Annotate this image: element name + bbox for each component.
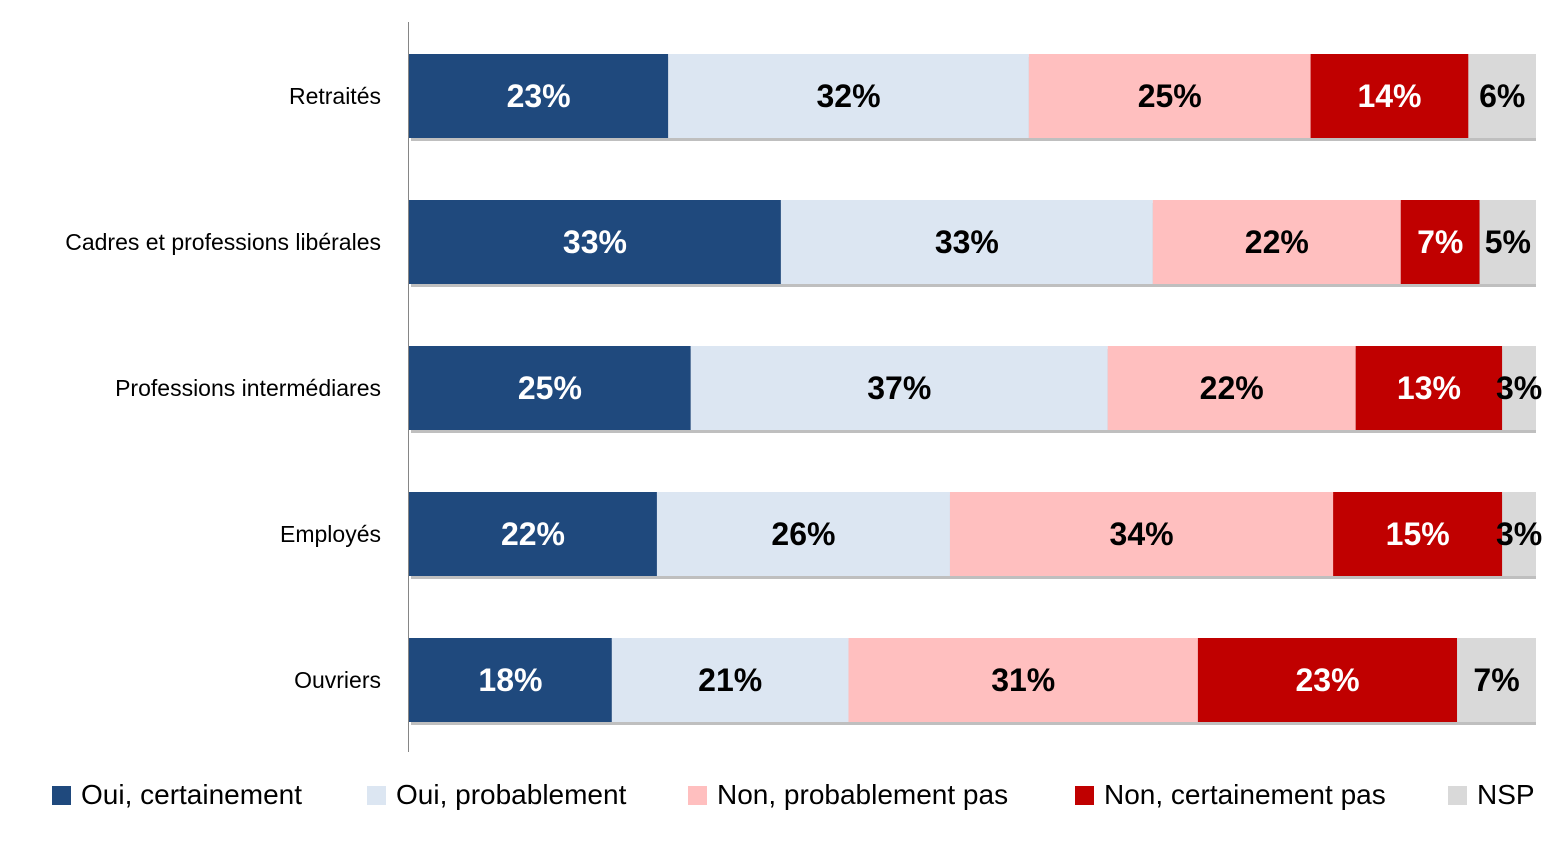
bar-segment bbox=[1028, 54, 1311, 138]
bar-segment bbox=[409, 200, 781, 284]
data-label: 18% bbox=[478, 662, 542, 698]
bar-segment bbox=[409, 346, 691, 430]
data-label: 15% bbox=[1386, 516, 1450, 552]
legend-item: NSP bbox=[1448, 770, 1535, 820]
data-label: 32% bbox=[817, 78, 881, 114]
bar-segment bbox=[1479, 200, 1536, 284]
data-label: 7% bbox=[1473, 662, 1519, 698]
bars-group: 23% 32% 25% 14% 6% 33% 33% 22% 7% 5% 25% 37% 22% 13% 3… bbox=[409, 54, 1542, 725]
data-label: 5% bbox=[1485, 224, 1531, 260]
data-label: 34% bbox=[1110, 516, 1174, 552]
legend-label: Non, probablement pas bbox=[717, 779, 1009, 810]
category-label: Professions intermédiares bbox=[115, 375, 381, 401]
bar-segment bbox=[409, 638, 612, 722]
bar-segment bbox=[1400, 200, 1480, 284]
bar-segment bbox=[1197, 638, 1458, 722]
bar-segment bbox=[1152, 200, 1401, 284]
bar-segment bbox=[1355, 346, 1503, 430]
bar-segment bbox=[690, 346, 1108, 430]
bar-segment bbox=[1310, 54, 1469, 138]
legend-swatch bbox=[52, 785, 71, 805]
data-label: 33% bbox=[563, 224, 627, 260]
data-label: 13% bbox=[1397, 370, 1461, 406]
legend-swatch bbox=[688, 785, 707, 805]
data-label: 14% bbox=[1357, 78, 1421, 114]
category-label: Retraités bbox=[289, 83, 381, 109]
bar-segment bbox=[1107, 346, 1356, 430]
legend-item: Oui, certainement bbox=[52, 770, 302, 820]
legend: Oui, certainement Oui, probablement Non, p… bbox=[0, 770, 1560, 820]
legend-label: Non, certainement pas bbox=[1104, 779, 1386, 810]
bar-segment bbox=[949, 492, 1334, 576]
legend-swatch bbox=[367, 785, 386, 805]
bar-segment bbox=[780, 200, 1153, 284]
data-label: 7% bbox=[1417, 224, 1463, 260]
category-labels: Retraités Cadres et professions libérales… bbox=[65, 83, 381, 693]
data-label: 3% bbox=[1496, 370, 1542, 406]
stacked-bar-chart: 23% 32% 25% 14% 6% 33% 33% 22% 7% 5% 25% 37% 22% 13% 3… bbox=[65, 22, 1542, 752]
data-label: 23% bbox=[1295, 662, 1359, 698]
legend-label: Oui, probablement bbox=[396, 779, 627, 810]
bar-segment bbox=[1468, 54, 1536, 138]
data-label: 21% bbox=[698, 662, 762, 698]
bar-segment bbox=[1457, 638, 1536, 722]
data-label: 25% bbox=[1138, 78, 1202, 114]
bar-segment bbox=[848, 638, 1198, 722]
data-label: 37% bbox=[867, 370, 931, 406]
legend-item: Non, probablement pas bbox=[688, 770, 1008, 820]
bar-segment bbox=[656, 492, 950, 576]
data-label: 6% bbox=[1479, 78, 1525, 114]
bar-segment bbox=[409, 54, 669, 138]
data-label: 22% bbox=[1245, 224, 1309, 260]
data-label: 3% bbox=[1496, 516, 1542, 552]
bar-segment bbox=[1333, 492, 1503, 576]
data-label: 22% bbox=[1200, 370, 1264, 406]
data-label: 31% bbox=[991, 662, 1055, 698]
data-label: 23% bbox=[507, 78, 571, 114]
category-label: Ouvriers bbox=[294, 667, 381, 693]
legend-item: Non, certainement pas bbox=[1075, 770, 1386, 820]
legend-swatch bbox=[1075, 785, 1094, 805]
category-label: Employés bbox=[280, 521, 381, 547]
legend-label: Oui, certainement bbox=[81, 779, 302, 810]
bar-segment bbox=[1502, 492, 1536, 576]
legend-label: NSP bbox=[1477, 779, 1535, 810]
bar-segment bbox=[668, 54, 1029, 138]
data-label: 25% bbox=[518, 370, 582, 406]
data-label: 26% bbox=[771, 516, 835, 552]
legend-item: Oui, probablement bbox=[367, 770, 626, 820]
bar-segment bbox=[611, 638, 849, 722]
bar-segment bbox=[1502, 346, 1536, 430]
data-label: 22% bbox=[501, 516, 565, 552]
category-label: Cadres et professions libérales bbox=[65, 229, 381, 255]
data-label: 33% bbox=[935, 224, 999, 260]
legend-swatch bbox=[1448, 785, 1467, 805]
bar-segment bbox=[409, 492, 657, 576]
